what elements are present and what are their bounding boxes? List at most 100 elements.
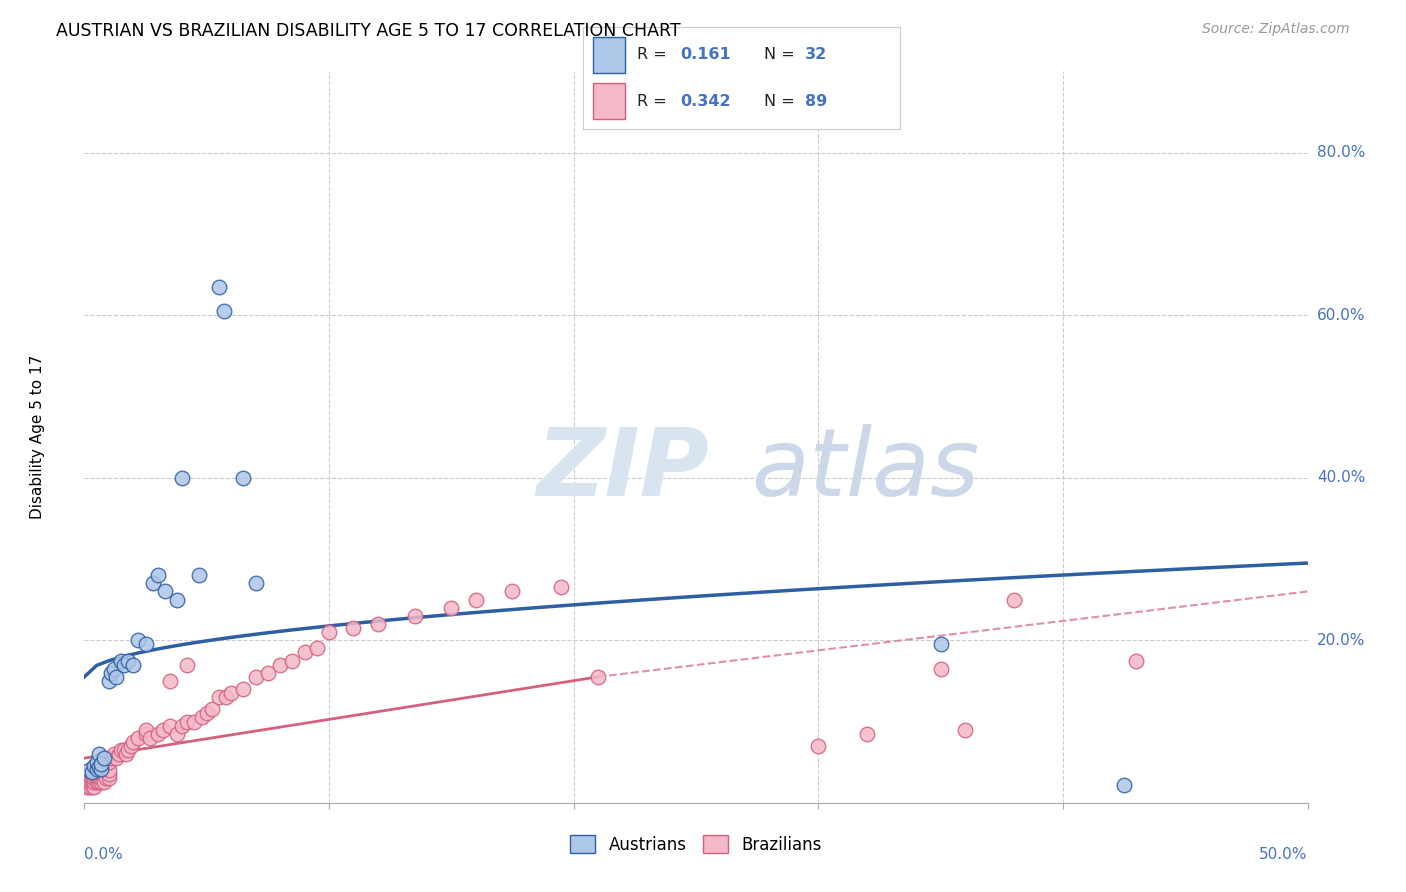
- Point: [440, 600, 463, 615]
- Point: [87, 747, 110, 761]
- Point: [139, 731, 162, 745]
- Point: [87, 764, 110, 778]
- Point: [105, 670, 128, 684]
- Point: [166, 592, 188, 607]
- Point: [96, 772, 118, 786]
- Point: [90, 772, 112, 786]
- Point: [135, 727, 157, 741]
- Point: [90, 756, 112, 771]
- Point: [93, 775, 115, 789]
- Point: [232, 471, 254, 485]
- Text: 40.0%: 40.0%: [1317, 470, 1365, 485]
- Point: [90, 759, 112, 773]
- Point: [159, 718, 181, 732]
- Point: [367, 617, 389, 632]
- Point: [953, 723, 976, 737]
- Point: [929, 662, 952, 676]
- Point: [502, 584, 524, 599]
- Point: [83, 764, 105, 778]
- Point: [77, 780, 100, 794]
- Point: [97, 755, 120, 769]
- Point: [80, 764, 103, 778]
- Point: [245, 670, 267, 684]
- Point: [77, 775, 100, 789]
- Text: Disability Age 5 to 17: Disability Age 5 to 17: [31, 355, 45, 519]
- Point: [86, 775, 108, 789]
- Text: AUSTRIAN VS BRAZILIAN DISABILITY AGE 5 TO 17 CORRELATION CHART: AUSTRIAN VS BRAZILIAN DISABILITY AGE 5 T…: [56, 22, 681, 40]
- Point: [83, 767, 105, 781]
- Point: [172, 471, 194, 485]
- Point: [93, 767, 115, 781]
- Point: [183, 714, 205, 729]
- Text: 32: 32: [804, 47, 827, 62]
- Point: [200, 702, 222, 716]
- Point: [93, 764, 115, 778]
- Bar: [593, 37, 624, 73]
- Text: 0.0%: 0.0%: [84, 847, 124, 862]
- Point: [1125, 654, 1147, 668]
- Text: N =: N =: [763, 47, 800, 62]
- Point: [122, 657, 145, 672]
- Point: [1114, 778, 1136, 792]
- Text: Source: ZipAtlas.com: Source: ZipAtlas.com: [1202, 22, 1350, 37]
- Point: [110, 743, 132, 757]
- Point: [87, 760, 110, 774]
- Text: 89: 89: [804, 94, 827, 109]
- Point: [87, 775, 110, 789]
- Point: [188, 568, 211, 582]
- Text: R =: R =: [637, 94, 672, 109]
- Point: [464, 592, 486, 607]
- Point: [159, 673, 181, 688]
- Point: [100, 751, 122, 765]
- Point: [87, 767, 110, 781]
- Point: [257, 665, 280, 680]
- Point: [117, 654, 139, 668]
- Point: [176, 657, 198, 672]
- Text: 0.161: 0.161: [681, 47, 731, 62]
- Point: [146, 727, 169, 741]
- Point: [90, 762, 112, 776]
- Point: [586, 670, 609, 684]
- Point: [294, 645, 316, 659]
- Point: [305, 641, 328, 656]
- Point: [112, 657, 135, 672]
- Point: [77, 772, 100, 786]
- Text: 0.342: 0.342: [681, 94, 731, 109]
- Text: 60.0%: 60.0%: [1317, 308, 1365, 323]
- Point: [103, 662, 125, 676]
- Point: [97, 767, 120, 781]
- Point: [83, 780, 105, 794]
- Point: [80, 775, 103, 789]
- Text: 50.0%: 50.0%: [1260, 847, 1308, 862]
- Point: [105, 751, 128, 765]
- Point: [122, 735, 145, 749]
- Point: [318, 625, 340, 640]
- Point: [176, 714, 198, 729]
- Point: [342, 621, 364, 635]
- Point: [90, 775, 112, 789]
- Point: [97, 764, 120, 778]
- Point: [245, 576, 267, 591]
- Point: [83, 772, 105, 786]
- Point: [96, 759, 118, 773]
- Bar: [593, 83, 624, 119]
- Point: [86, 762, 108, 776]
- Legend: Austrians, Brazilians: Austrians, Brazilians: [564, 829, 828, 860]
- Point: [103, 747, 125, 761]
- Point: [166, 727, 188, 741]
- Point: [97, 772, 120, 786]
- Point: [86, 772, 108, 786]
- Point: [76, 772, 98, 786]
- Point: [212, 304, 235, 318]
- Text: atlas: atlas: [751, 425, 979, 516]
- Point: [90, 767, 112, 781]
- Point: [86, 755, 108, 769]
- Point: [146, 568, 169, 582]
- Point: [80, 772, 103, 786]
- Point: [215, 690, 238, 705]
- Point: [112, 743, 135, 757]
- Point: [120, 739, 142, 753]
- Point: [76, 780, 98, 794]
- Point: [404, 608, 426, 623]
- Point: [80, 764, 103, 779]
